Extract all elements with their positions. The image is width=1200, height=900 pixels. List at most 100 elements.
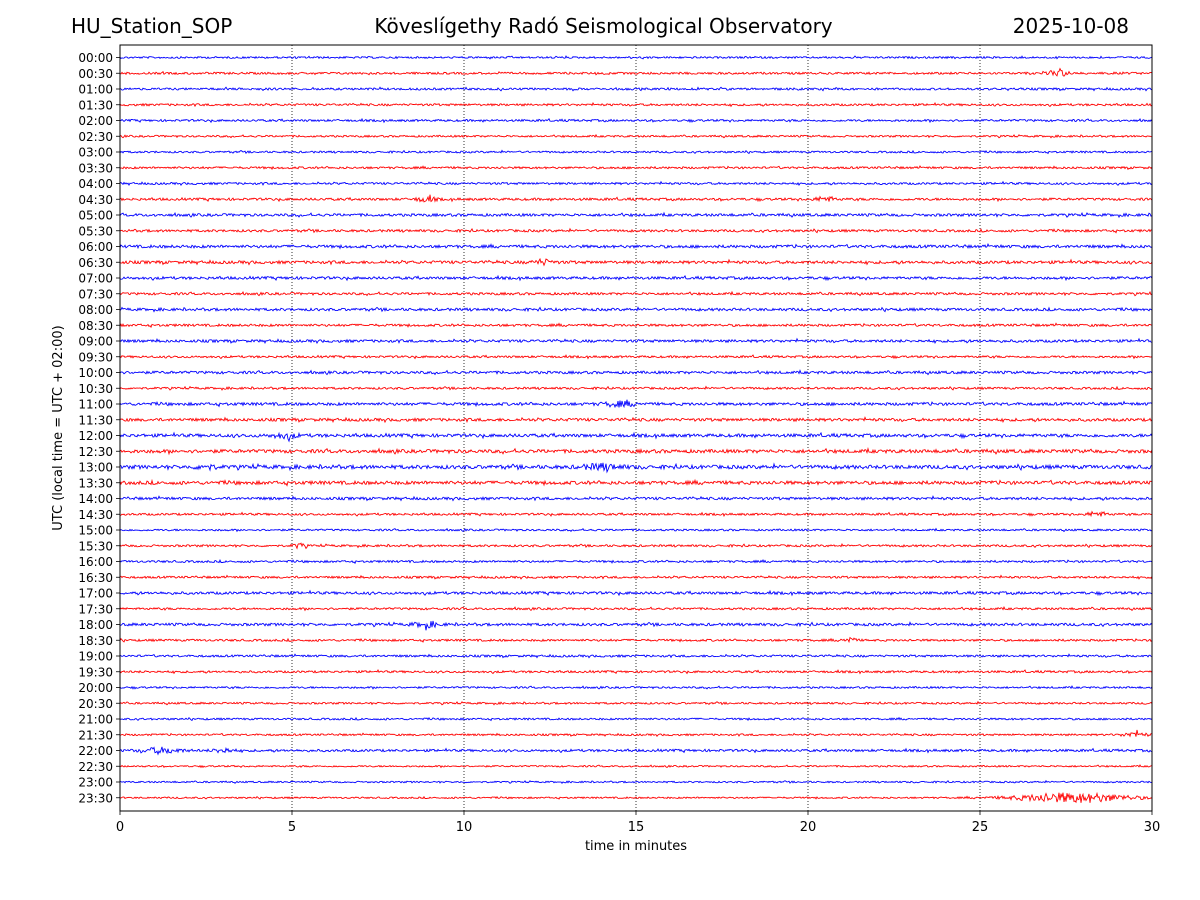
trace-0530 xyxy=(119,227,1153,234)
trace-2300 xyxy=(119,779,1153,784)
trace-2230 xyxy=(119,764,1153,769)
trace-2330 xyxy=(119,791,1153,804)
x-tick-label: 0 xyxy=(116,820,124,835)
y-tick-label: 08:30 xyxy=(78,319,113,333)
x-tick-label: 30 xyxy=(1144,820,1161,835)
y-tick-label: 04:00 xyxy=(78,177,113,191)
y-tick-label: 02:00 xyxy=(78,114,113,128)
trace-0930 xyxy=(119,354,1153,360)
x-axis-ticks: 0 5 10 15 20 25 30 xyxy=(116,811,1160,835)
trace-0600 xyxy=(119,243,1153,250)
trace-0400 xyxy=(119,180,1153,186)
trace-0300 xyxy=(119,149,1153,155)
trace-1330 xyxy=(119,478,1153,487)
y-tick-label: 22:00 xyxy=(78,744,113,758)
y-tick-label: 06:30 xyxy=(78,256,113,270)
y-tick-label: 12:30 xyxy=(78,445,113,459)
y-tick-label: 08:00 xyxy=(78,303,113,317)
y-tick-label: 22:30 xyxy=(78,760,113,774)
trace-0030 xyxy=(119,67,1153,77)
trace-0700 xyxy=(119,274,1153,282)
x-tick-label: 15 xyxy=(628,820,645,835)
y-tick-label: 15:30 xyxy=(78,539,113,553)
trace-2200 xyxy=(119,746,1153,756)
trace-1500 xyxy=(119,527,1153,533)
y-tick-label: 18:00 xyxy=(78,618,113,632)
trace-0830 xyxy=(119,322,1153,329)
trace-1400 xyxy=(119,495,1153,502)
trace-1000 xyxy=(119,369,1153,376)
y-tick-label: 02:30 xyxy=(78,130,113,144)
x-tick-label: 5 xyxy=(288,820,296,835)
y-tick-label: 19:30 xyxy=(78,665,113,679)
station-name: HU_Station_SOP xyxy=(71,14,233,38)
y-tick-label: 17:00 xyxy=(78,587,113,601)
chart-title: Köveslígethy Radó Seismological Observat… xyxy=(374,14,833,38)
chart-date: 2025-10-08 xyxy=(1012,14,1129,38)
y-tick-label: 07:00 xyxy=(78,272,113,286)
y-tick-label: 11:30 xyxy=(78,413,113,427)
y-tick-label: 03:30 xyxy=(78,161,113,175)
trace-0130 xyxy=(119,102,1153,108)
y-tick-label: 10:30 xyxy=(78,382,113,396)
y-tick-label: 00:00 xyxy=(78,51,113,65)
x-axis-label: time in minutes xyxy=(585,839,687,854)
trace-0500 xyxy=(119,211,1153,219)
trace-1130 xyxy=(119,416,1153,424)
trace-0330 xyxy=(119,165,1153,171)
trace-1800 xyxy=(119,620,1153,631)
x-tick-label: 10 xyxy=(456,820,473,835)
y-tick-label: 21:00 xyxy=(78,713,113,727)
x-tick-label: 25 xyxy=(972,820,989,835)
trace-0200 xyxy=(119,117,1153,124)
trace-0900 xyxy=(119,337,1153,345)
trace-1030 xyxy=(119,385,1153,391)
y-tick-label: 17:30 xyxy=(78,602,113,616)
y-tick-label: 14:30 xyxy=(78,508,113,522)
y-tick-label: 12:00 xyxy=(78,429,113,443)
y-tick-label: 04:30 xyxy=(78,193,113,207)
trace-1830 xyxy=(119,636,1153,644)
y-tick-label: 06:00 xyxy=(78,240,113,254)
trace-1530 xyxy=(119,542,1153,550)
seismic-traces xyxy=(119,55,1153,804)
trace-2100 xyxy=(119,716,1153,722)
x-tick-label: 20 xyxy=(800,820,817,835)
y-tick-label: 19:00 xyxy=(78,650,113,664)
trace-0230 xyxy=(119,133,1153,139)
y-tick-label: 23:00 xyxy=(78,776,113,790)
trace-0100 xyxy=(119,86,1153,92)
y-tick-label: 01:30 xyxy=(78,98,113,112)
y-tick-label: 20:00 xyxy=(78,681,113,695)
trace-0730 xyxy=(119,290,1153,297)
y-tick-label: 15:00 xyxy=(78,524,113,538)
y-axis-label: UTC (local time = UTC + 02:00) xyxy=(51,325,66,530)
y-tick-label: 13:30 xyxy=(78,476,113,490)
y-tick-label: 05:30 xyxy=(78,224,113,238)
y-tick-label: 03:00 xyxy=(78,146,113,160)
trace-1230 xyxy=(119,446,1153,456)
trace-1900 xyxy=(119,653,1153,659)
grid-lines xyxy=(291,45,981,811)
trace-0000 xyxy=(119,55,1153,60)
trace-0430 xyxy=(119,194,1153,203)
y-tick-label: 10:00 xyxy=(78,366,113,380)
y-tick-label: 13:00 xyxy=(78,461,113,475)
trace-2130 xyxy=(119,729,1153,738)
y-tick-label: 20:30 xyxy=(78,697,113,711)
y-tick-label: 21:30 xyxy=(78,728,113,742)
y-tick-label: 09:00 xyxy=(78,335,113,349)
y-tick-label: 14:00 xyxy=(78,492,113,506)
y-tick-label: 23:30 xyxy=(78,791,113,805)
y-tick-label: 00:30 xyxy=(78,67,113,81)
y-tick-label: 09:30 xyxy=(78,350,113,364)
trace-1700 xyxy=(119,589,1153,597)
trace-1600 xyxy=(119,558,1153,565)
y-tick-label: 07:30 xyxy=(78,287,113,301)
trace-1200 xyxy=(119,431,1153,443)
trace-2030 xyxy=(119,700,1153,706)
trace-1730 xyxy=(119,606,1153,612)
trace-1930 xyxy=(119,669,1153,675)
